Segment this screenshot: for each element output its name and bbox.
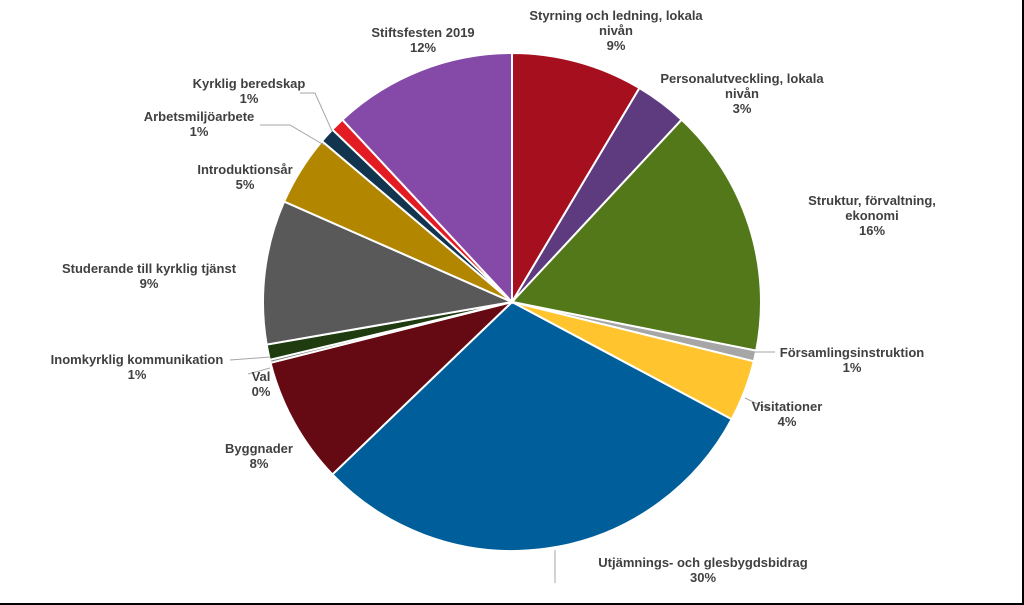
data-label-category: Församlingsinstruktion [780,345,925,360]
data-label-category: Byggnader [225,441,293,456]
leader-line-9 [229,356,271,361]
leader-line-8 [247,367,271,375]
data-label-11: Introduktionsår 5% [197,162,292,192]
data-label-4: Församlingsinstruktion 1% [780,345,925,375]
data-label-8: Val 0% [252,369,271,399]
pie-slice-14 [340,51,513,305]
data-label-value: 5% [236,177,255,192]
data-label-13: Kyrklig beredskap 1% [193,76,306,106]
data-label-10: Studerande till kyrklig tjänst 9% [62,261,237,291]
data-label-value: 4% [778,414,797,429]
pie-slice-7 [269,300,516,476]
data-label-category: Kyrklig beredskap [193,76,306,91]
data-label-5: Visitationer 4% [752,399,823,429]
data-label-value: 9% [140,276,159,291]
data-label-12: Arbetsmiljöarbete 1% [144,109,255,139]
data-label-value: 16% [859,223,885,238]
data-label-category: nivån [599,23,633,38]
data-label-category: Val [252,369,271,384]
data-label-7: Byggnader 8% [225,441,293,471]
data-label-category: Personalutveckling, lokala [660,71,824,86]
data-label-value: 30% [690,570,716,585]
data-label-category: Struktur, förvaltning, [808,193,936,208]
data-label-value: 8% [250,456,269,471]
data-label-category: Utjämnings- och glesbygdsbidrag [598,555,808,570]
data-label-category: nivån [725,86,759,101]
data-label-value: 9% [607,38,626,53]
data-label-value: 1% [190,124,209,139]
data-label-category: Studerande till kyrklig tjänst [62,261,237,276]
leader-line-12 [260,124,325,146]
data-label-category: Introduktionsår [197,162,292,177]
data-label-14: Stiftsfesten 2019 12% [371,25,474,55]
data-label-6: Utjämnings- och glesbygdsbidrag 30% [598,555,808,585]
data-label-value: 1% [128,367,147,382]
data-label-value: 0% [252,384,271,399]
data-label-value: 1% [843,360,862,375]
pie-slice-3 [510,118,762,352]
data-label-category: ekonomi [845,208,898,223]
data-label-value: 3% [733,101,752,116]
data-label-category: Stiftsfesten 2019 [371,25,474,40]
data-label-category: Styrning och ledning, lokala [529,8,703,23]
data-label-value: 1% [240,91,259,106]
data-label-9: Inomkyrklig kommunikation 1% [51,352,224,382]
data-label-category: Arbetsmiljöarbete [144,109,255,124]
data-label-2: Personalutveckling, lokala nivån 3% [660,71,824,116]
data-label-3: Struktur, förvaltning, ekonomi 16% [808,193,936,238]
data-label-category: Visitationer [752,399,823,414]
data-label-category: Inomkyrklig kommunikation [51,352,224,367]
data-label-1: Styrning och ledning, lokala nivån 9% [529,8,703,53]
pie-slice-6 [330,300,734,552]
leader-line-5 [744,397,771,411]
data-label-value: 12% [410,40,436,55]
leader-line-13 [300,92,333,132]
pie-slice-1 [511,51,641,306]
pie-slice-10 [262,200,516,346]
